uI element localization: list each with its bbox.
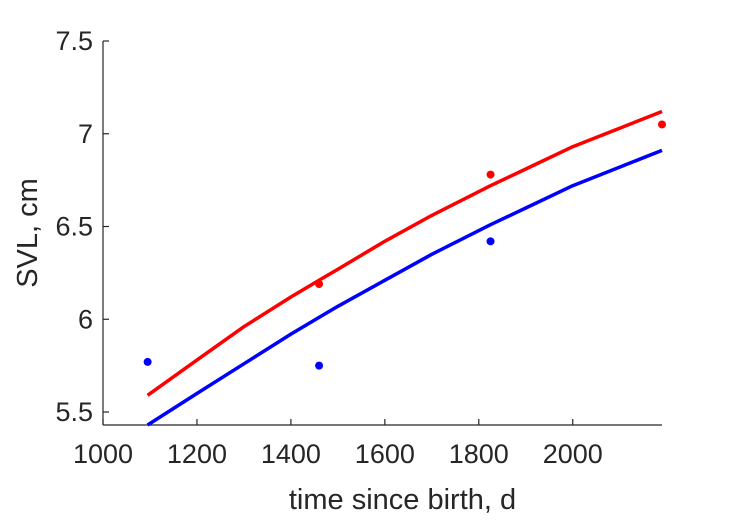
data-point xyxy=(486,237,495,246)
x-tick-label: 1400 xyxy=(261,439,321,469)
data-point xyxy=(315,280,324,289)
x-tick-label: 1000 xyxy=(73,439,133,469)
y-tick-label: 6 xyxy=(78,304,93,334)
x-ticks: 1000 1200 1400 1600 1800 2000 xyxy=(73,419,603,469)
y-ticks: 5.5 6 6.5 7 7.5 xyxy=(55,26,109,427)
x-axis-title: time since birth, d xyxy=(289,484,516,516)
y-tick-label: 5.5 xyxy=(55,397,93,427)
data-point xyxy=(315,361,324,370)
x-tick-label: 2000 xyxy=(543,439,603,469)
y-tick-label: 7.5 xyxy=(55,26,93,56)
x-tick-label: 1800 xyxy=(449,439,509,469)
series-layer xyxy=(143,109,666,427)
series-line xyxy=(146,109,663,397)
data-point xyxy=(143,357,152,366)
x-tick-label: 1600 xyxy=(355,439,415,469)
data-point xyxy=(658,120,666,129)
series-line xyxy=(146,148,663,427)
y-axis-title: SVL, cm xyxy=(12,178,44,288)
y-tick-label: 7 xyxy=(78,119,93,149)
y-tick-label: 6.5 xyxy=(55,212,93,242)
data-point xyxy=(486,170,495,179)
axes xyxy=(102,41,662,426)
x-tick-label: 1200 xyxy=(167,439,227,469)
